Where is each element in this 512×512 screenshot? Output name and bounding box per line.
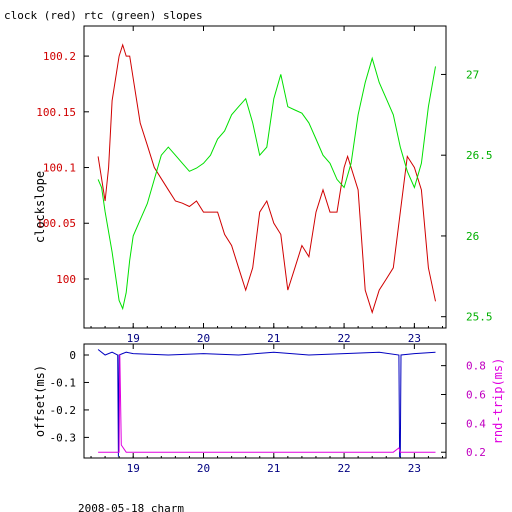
bottom-x-tick-label: 23	[408, 462, 421, 475]
bottom-left-axis-label: offset(ms)	[33, 365, 47, 437]
bottom-x-tick-label: 22	[337, 462, 350, 475]
top-left-tick-label: 100	[56, 273, 76, 286]
top-series-left-line	[97, 43, 436, 315]
top-left-tick-label: 100.2	[43, 50, 76, 63]
top-series-right-line	[97, 56, 436, 311]
top-x-tick-label: 22	[337, 332, 350, 345]
bottom-right-tick-label: 0.2	[466, 446, 486, 459]
top-x-tick-label: 19	[127, 332, 140, 345]
chart-title: clock (red) rtc (green) slopes	[4, 9, 203, 22]
bottom-right-tick-label: 0.8	[466, 360, 486, 373]
bottom-series-right-line	[98, 354, 436, 453]
top-right-tick-label: 26.5	[466, 149, 493, 162]
top-left-tick-label: 100.15	[36, 106, 76, 119]
bottom-x-tick-label: 21	[267, 462, 280, 475]
top-right-tick-label: 25.5	[466, 311, 493, 324]
top-left-tick-label: 100.1	[43, 162, 76, 175]
top-right-tick-label: 27	[466, 68, 479, 81]
top-x-tick-label: 21	[267, 332, 280, 345]
top-x-tick-label: 23	[408, 332, 421, 345]
top-x-tick-label: 20	[197, 332, 210, 345]
bottom-left-tick-label: -0.1	[50, 376, 77, 389]
bottom-plot-frame	[83, 343, 447, 459]
bottom-left-tick-label: -0.2	[50, 404, 77, 417]
bottom-x-tick-label: 19	[127, 462, 140, 475]
chart-footer: 2008-05-18 charm	[78, 502, 184, 512]
top-plot-frame	[83, 25, 447, 329]
bottom-x-tick-label: 20	[197, 462, 210, 475]
top-left-axis-label: clockslope	[33, 171, 47, 243]
bottom-right-axis-label: rnd-trip(ms)	[491, 358, 505, 445]
bottom-left-tick-label: 0	[69, 349, 76, 362]
bottom-left-tick-label: -0.3	[50, 431, 77, 444]
bottom-right-tick-label: 0.4	[466, 417, 486, 430]
top-left-tick-label: 100.05	[36, 217, 76, 230]
bottom-series-left-line	[97, 349, 436, 458]
top-right-tick-label: 26	[466, 230, 479, 243]
bottom-right-tick-label: 0.6	[466, 389, 486, 402]
